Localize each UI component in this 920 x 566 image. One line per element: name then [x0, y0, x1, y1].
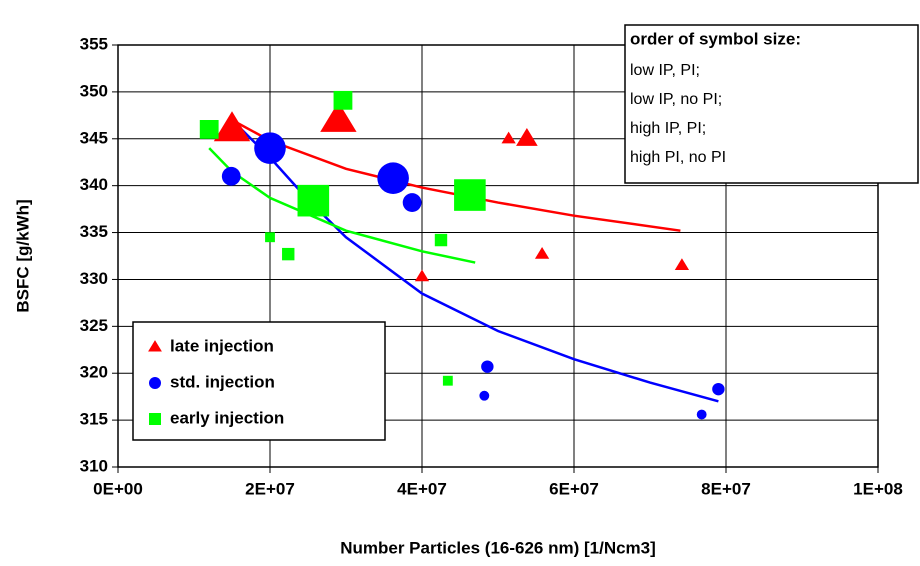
data-point — [221, 166, 241, 186]
legend-box — [132, 321, 386, 441]
y-tick-label: 320 — [80, 363, 108, 382]
x-tick-label: 6E+07 — [549, 479, 599, 498]
data-point — [414, 269, 430, 282]
data-point — [265, 232, 275, 243]
annotation-line: high PI, no PI — [630, 149, 726, 166]
legend-marker — [148, 340, 162, 352]
data-point — [213, 111, 251, 142]
trend-line — [231, 119, 719, 403]
data-point — [297, 184, 330, 217]
data-point — [481, 360, 494, 373]
legend-label: std. injection — [170, 372, 275, 391]
y-axis-label: BSFC [g/kWh] — [13, 199, 32, 312]
data-point — [377, 162, 409, 194]
data-point — [454, 179, 486, 211]
x-tick-label: 2E+07 — [245, 479, 295, 498]
data-point — [674, 258, 690, 271]
data-point — [516, 127, 538, 146]
data-point — [434, 233, 448, 247]
data-point — [501, 131, 516, 144]
data-point — [282, 247, 295, 261]
annotation-title: order of symbol size: — [630, 29, 801, 48]
data-point — [442, 375, 453, 386]
x-tick-label: 4E+07 — [397, 479, 447, 498]
data-point — [333, 90, 353, 110]
x-axis-label: Number Particles (16-626 nm) [1/Ncm3] — [340, 538, 656, 557]
data-point — [534, 246, 550, 259]
annotation-line: high IP, PI; — [630, 120, 706, 137]
legend-label: early injection — [170, 408, 284, 427]
y-tick-label: 310 — [80, 456, 108, 475]
legend-marker — [149, 377, 161, 389]
data-point — [402, 193, 422, 212]
plot-frame — [117, 44, 879, 468]
data-point — [696, 409, 707, 420]
x-tick-label: 0E+00 — [93, 479, 143, 498]
y-tick-label: 340 — [80, 175, 108, 194]
y-tick-label: 355 — [80, 34, 108, 53]
y-tick-label: 330 — [80, 269, 108, 288]
y-tick-label: 350 — [80, 81, 108, 100]
data-point — [199, 120, 219, 139]
y-tick-label: 345 — [80, 128, 108, 147]
x-tick-label: 1E+08 — [853, 479, 903, 498]
y-tick-label: 315 — [80, 410, 108, 429]
data-point — [320, 101, 357, 132]
x-tick-label: 8E+07 — [701, 479, 751, 498]
annotation-box — [624, 24, 919, 184]
data-point — [479, 390, 490, 401]
annotation-line: low IP, no PI; — [630, 91, 722, 108]
annotation-line: low IP, PI; — [630, 62, 700, 79]
y-tick-label: 335 — [80, 222, 108, 241]
data-point — [712, 382, 725, 396]
legend-label: late injection — [170, 336, 274, 355]
data-point — [254, 132, 286, 164]
legend-marker — [149, 413, 161, 425]
y-tick-label: 325 — [80, 316, 108, 335]
